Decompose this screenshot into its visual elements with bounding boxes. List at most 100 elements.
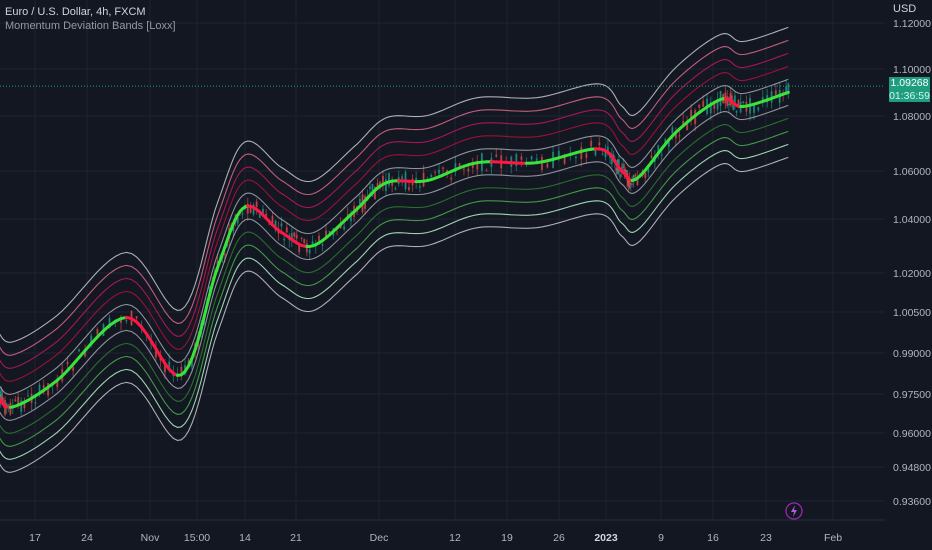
- candle-body: [391, 181, 394, 186]
- y-tick-label: 0.96000: [893, 428, 931, 440]
- candle-body: [371, 183, 374, 196]
- midline-segment: [89, 335, 99, 346]
- midline-segment: [190, 348, 197, 360]
- last-price-value: 1.09268: [890, 77, 929, 89]
- upper-band-1: [0, 78, 789, 395]
- candle-body: [624, 170, 627, 172]
- lightning-icon[interactable]: [785, 502, 803, 520]
- candle-body: [594, 150, 597, 156]
- bands: [0, 26, 789, 473]
- y-tick-label: 1.04000: [893, 214, 931, 226]
- candle-body: [418, 185, 421, 188]
- candle-body: [485, 170, 488, 172]
- candle-body: [644, 172, 647, 179]
- chart-legend: Euro / U.S. Dollar, 4h, FXCM Momentum De…: [5, 5, 176, 33]
- candle-body: [280, 223, 283, 227]
- candle-body: [647, 168, 650, 173]
- candle-body: [349, 213, 352, 222]
- candle-body: [26, 395, 29, 397]
- candle-body: [300, 237, 303, 239]
- candle-body: [787, 83, 790, 93]
- candle-body: [761, 97, 764, 102]
- midline-segment: [784, 90, 790, 95]
- upper-band-4: [0, 39, 789, 356]
- candle-body: [667, 141, 670, 147]
- lower-band-2: [0, 117, 789, 434]
- indicator-title[interactable]: Momentum Deviation Bands [Loxx]: [5, 20, 176, 32]
- x-tick-label: 19: [501, 532, 513, 544]
- candle-body: [601, 153, 604, 155]
- y-axis[interactable]: 1.12000 1.10000 1.08000 1.06000 1.04000 1.020…: [893, 18, 931, 508]
- candle-body: [629, 183, 632, 185]
- midline-segment: [196, 327, 203, 341]
- candle-body: [664, 139, 667, 144]
- candle-body: [325, 230, 328, 237]
- candle-body: [434, 171, 437, 173]
- candle-body: [450, 177, 453, 180]
- candle-body: [535, 158, 538, 161]
- candle-body: [261, 208, 264, 215]
- candle-body: [686, 121, 689, 131]
- candle-body: [255, 201, 258, 207]
- candle-body: [72, 367, 75, 371]
- candle-body: [20, 400, 23, 412]
- symbol-title[interactable]: Euro / U.S. Dollar, 4h, FXCM: [5, 6, 146, 18]
- x-tick-label: Dec: [370, 532, 389, 544]
- currency-unit[interactable]: USD: [893, 3, 917, 15]
- x-tick-label: 24: [81, 532, 93, 544]
- candle-body: [495, 154, 498, 157]
- candle-body: [34, 402, 37, 404]
- candle-body: [471, 164, 474, 169]
- candle-body: [373, 186, 376, 200]
- midline-segment: [208, 283, 214, 297]
- candle-body: [96, 329, 99, 335]
- candle-body: [660, 154, 663, 156]
- candle-body: [462, 168, 465, 170]
- candle-body: [682, 120, 685, 126]
- x-tick-label: 26: [553, 532, 565, 544]
- candle-body: [742, 101, 745, 103]
- candle-body: [632, 175, 635, 181]
- candle-body: [442, 167, 445, 169]
- candle-body: [252, 204, 255, 215]
- candle-body: [84, 351, 87, 357]
- candle-body: [384, 179, 387, 192]
- candles: [0, 79, 790, 417]
- y-tick-label: 0.99000: [893, 348, 931, 360]
- upper-band-3: [0, 52, 789, 369]
- midline-segment: [149, 339, 158, 351]
- candle-body: [42, 385, 45, 389]
- candle-body: [394, 187, 397, 190]
- candle-body: [671, 127, 674, 134]
- candle-body: [713, 103, 716, 109]
- y-tick-label: 1.08000: [893, 111, 931, 123]
- candle-body: [476, 160, 479, 170]
- candle-body: [619, 174, 622, 178]
- candle-body: [241, 213, 244, 215]
- lower-band-1: [0, 104, 789, 421]
- candle-body: [290, 233, 293, 242]
- x-axis[interactable]: 17 24 Nov 15:00 14 21 Dec 12 19 26 2023 9 16 23 Feb: [29, 532, 842, 544]
- candle-body: [232, 225, 235, 232]
- candle-body: [168, 361, 171, 369]
- y-tick-label: 0.93600: [893, 496, 931, 508]
- lower-band-5: [0, 156, 789, 473]
- lower-band-3: [0, 130, 789, 447]
- candle-body: [66, 361, 69, 365]
- candle-body: [311, 241, 314, 246]
- y-tick-label: 0.97500: [893, 389, 931, 401]
- x-tick-label: 23: [760, 532, 772, 544]
- candle-body: [154, 348, 157, 358]
- candle-body: [47, 383, 50, 396]
- candle-body: [520, 156, 523, 160]
- candle-body: [328, 230, 331, 233]
- candle-body: [343, 226, 346, 230]
- candle-body: [135, 316, 138, 319]
- candle-body: [785, 86, 788, 94]
- candle-body: [283, 238, 286, 241]
- candle-body: [358, 198, 361, 205]
- x-tick-label: Feb: [824, 532, 842, 544]
- candle-body: [585, 153, 588, 158]
- grid: [0, 0, 885, 521]
